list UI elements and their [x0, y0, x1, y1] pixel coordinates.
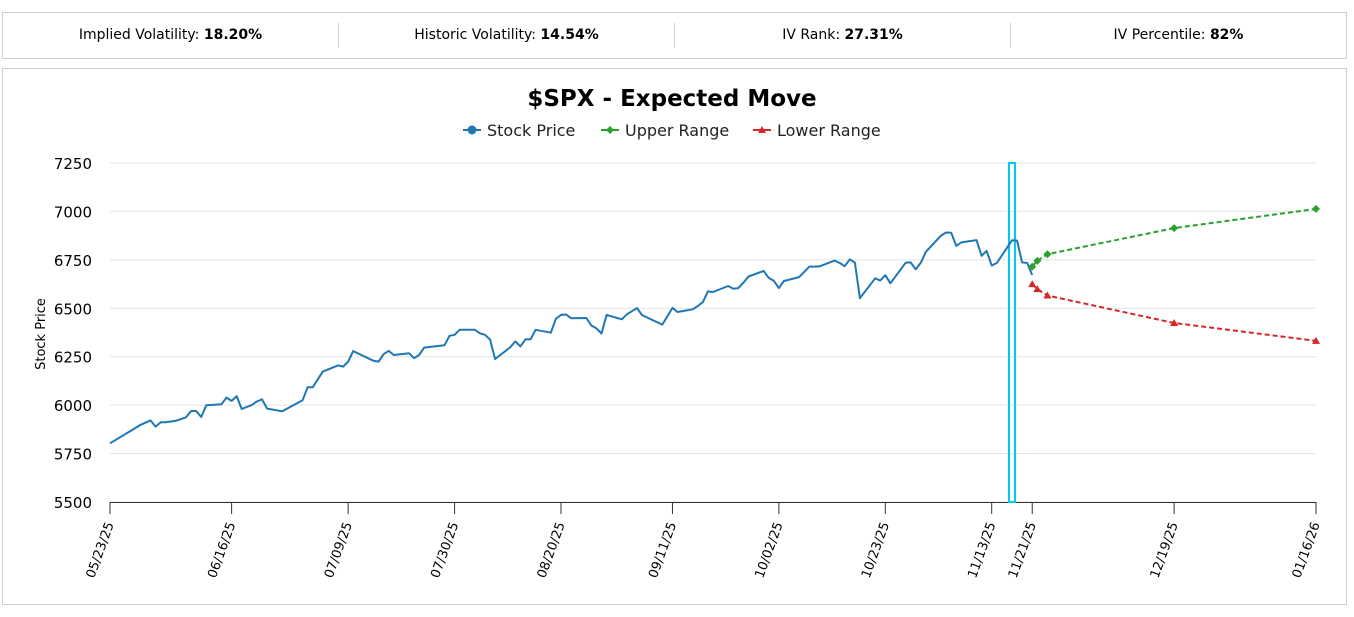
chart-legend: Stock Price Upper Range Lower Range: [463, 121, 881, 140]
legend-label: Lower Range: [777, 121, 881, 140]
legend-item: Upper Range: [601, 121, 729, 140]
x-tick-label: 08/20/25: [535, 520, 569, 580]
y-axis-label: Stock Price: [34, 298, 49, 370]
x-tick-label: 01/16/26: [1290, 520, 1324, 580]
stat-value: 27.31%: [844, 27, 903, 43]
x-tick-label: 05/23/25: [84, 520, 118, 580]
stat-iv-rank: IV Rank: 27.31%: [675, 23, 1011, 48]
legend-label: Stock Price: [487, 121, 575, 140]
x-tick-label: 11/13/25: [965, 520, 999, 580]
x-tick-label: 06/16/25: [205, 520, 239, 580]
stock-price-line: [109, 231, 1034, 445]
x-tick-label: 09/11/25: [646, 520, 680, 580]
lower-range-point: [1033, 285, 1042, 293]
highlight-band: [1007, 162, 1016, 503]
stat-value: 18.20%: [203, 27, 263, 43]
stat-value: 82%: [1209, 27, 1244, 43]
volatility-stats-bar: Implied Volatility: 18.20% Historic Vola…: [2, 12, 1347, 59]
y-tick-label: 6500: [54, 300, 92, 318]
x-tick-label: 10/02/25: [753, 520, 787, 580]
upper-range-point: [1043, 250, 1052, 259]
y-tick-label: 6000: [54, 397, 92, 415]
stat-label: IV Percentile:: [1113, 27, 1206, 43]
stat-historic-volatility: Historic Volatility: 14.54%: [339, 23, 675, 48]
y-tick-label: 7000: [54, 203, 92, 221]
lower-range-point: [1043, 291, 1052, 299]
lower-range-point: [1170, 319, 1179, 327]
legend-label: Upper Range: [625, 121, 729, 140]
legend-marker: [606, 126, 614, 134]
x-tick-label: 12/19/25: [1148, 520, 1182, 580]
lower-range-line: [1031, 283, 1317, 342]
upper-range-line: [1031, 207, 1317, 268]
y-tick-label: 7250: [54, 155, 92, 173]
stat-implied-volatility: Implied Volatility: 18.20%: [3, 23, 339, 48]
grid-lines: [110, 162, 1316, 503]
y-tick-label: 6750: [54, 252, 92, 270]
y-tick-label: 5750: [54, 446, 92, 464]
x-tick-label: 07/09/25: [322, 520, 356, 580]
x-tick-label: 11/21/25: [1006, 520, 1040, 580]
upper-range-point: [1033, 256, 1042, 265]
upper-range-point: [1312, 204, 1320, 213]
stat-iv-percentile: IV Percentile: 82%: [1011, 23, 1346, 48]
x-axis: 05/23/25 06/16/25 07/09/25 07/30/25 08/20/25…: [84, 502, 1324, 580]
stat-value: 14.54%: [540, 27, 599, 43]
legend-marker: [467, 125, 477, 135]
upper-range-point: [1170, 224, 1179, 233]
lower-range-point: [1028, 280, 1037, 288]
y-tick-label: 6250: [54, 349, 92, 367]
stat-label: IV Rank:: [782, 27, 841, 43]
y-axis: 5500 5750 6000 6250 6500 6750 7000 7250: [54, 155, 92, 512]
x-tick-label: 10/23/25: [859, 520, 893, 580]
legend-item: Lower Range: [753, 121, 881, 140]
legend-marker: [758, 126, 766, 133]
lower-range-point: [1312, 336, 1320, 344]
chart-title: $SPX - Expected Move: [527, 86, 816, 112]
series-layer: [109, 204, 1320, 445]
stat-label: Historic Volatility:: [414, 27, 536, 43]
y-tick-label: 5500: [54, 494, 92, 512]
current-date-highlight: [1007, 162, 1016, 503]
legend-item: Stock Price: [463, 121, 575, 140]
expected-move-chart: $SPX - Expected Move Stock Price Upper Ra…: [34, 86, 1324, 580]
chart-panel: $SPX - Expected Move Stock Price Upper Ra…: [2, 68, 1347, 605]
x-tick-label: 07/30/25: [428, 520, 462, 580]
upper-range-point: [1028, 262, 1037, 271]
stat-label: Implied Volatility:: [78, 27, 200, 43]
